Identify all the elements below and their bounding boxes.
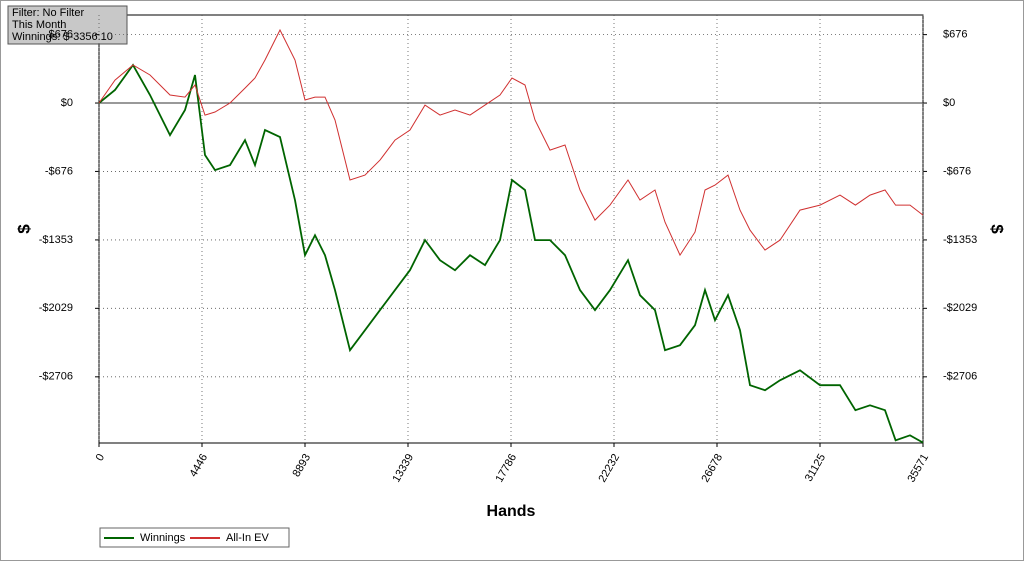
y2-tick-label: $676	[943, 29, 967, 41]
y-tick-label: -$2706	[39, 371, 73, 383]
series-line	[98, 28, 924, 257]
y2-tick-label: -$2706	[943, 371, 977, 383]
legend-label: All-In EV	[226, 532, 269, 544]
legend-label: Winnings	[140, 532, 186, 544]
info-text: Filter: No Filter	[12, 7, 84, 19]
y2-axis-label: $	[988, 224, 1007, 234]
y-tick-label: -$1353	[39, 234, 73, 246]
y2-tick-label: $0	[943, 97, 955, 109]
y-tick-label: -$676	[45, 165, 73, 177]
y-tick-label: $0	[61, 97, 73, 109]
series-line	[98, 63, 924, 444]
y-axis-label: $	[14, 224, 33, 234]
y-tick-label: $676	[49, 29, 73, 41]
y2-tick-label: -$2029	[943, 302, 977, 314]
y2-tick-label: -$1353	[943, 234, 977, 246]
info-box	[7, 5, 128, 45]
x-axis-label: Hands	[487, 503, 536, 520]
info-text: Winnings: $-3356.10	[12, 31, 113, 43]
info-text: This Month	[12, 19, 66, 31]
y2-tick-label: -$676	[943, 165, 971, 177]
x-tick-label: 0	[94, 452, 107, 463]
y-tick-label: -$2029	[39, 302, 73, 314]
